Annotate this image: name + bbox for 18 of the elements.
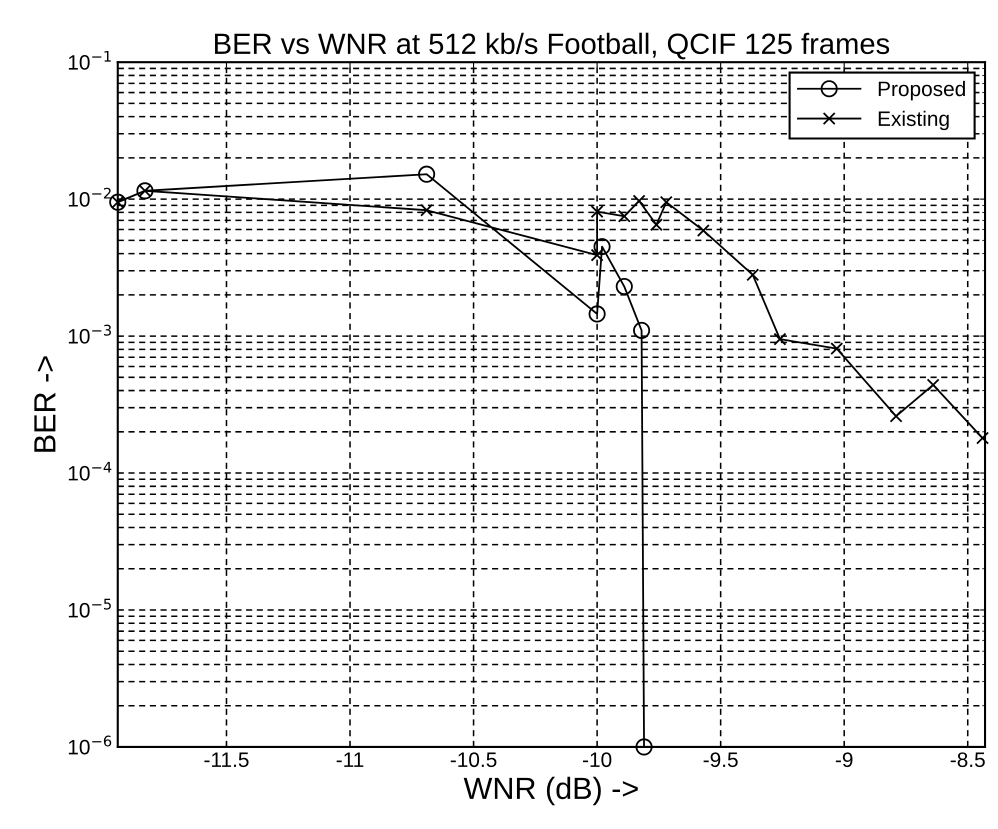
y-tick-label: 10$^{−2}$ <box>68 188 111 207</box>
legend-label: Proposed <box>878 80 965 100</box>
x-tick-label: -8.5 <box>950 752 985 768</box>
x-tick-label: -9.5 <box>704 752 738 768</box>
legend-label: Existing <box>878 110 949 130</box>
x-tick-label: -10.5 <box>450 752 496 768</box>
x-tick-label: -9 <box>836 752 852 768</box>
chart-title: BER vs WNR at 512 kb/s Football, QCIF 125 frames <box>215 32 890 60</box>
x-tick-label: -11.5 <box>204 752 249 768</box>
y-tick-label: 10$^{−1}$ <box>68 50 111 70</box>
y-tick-label: 10$^{−6}$ <box>68 736 112 755</box>
y-axis-title: BER -> <box>34 356 56 452</box>
y-tick-label: 10$^{−5}$ <box>68 598 111 618</box>
x-tick-label: -10 <box>582 752 612 768</box>
y-tick-label: 10$^{−3}$ <box>68 324 111 344</box>
x-axis-title: WNR (dB) -> <box>464 776 638 806</box>
x-tick-label: -11 <box>336 752 364 767</box>
y-tick-label: 10$^{−4}$ <box>68 462 112 481</box>
